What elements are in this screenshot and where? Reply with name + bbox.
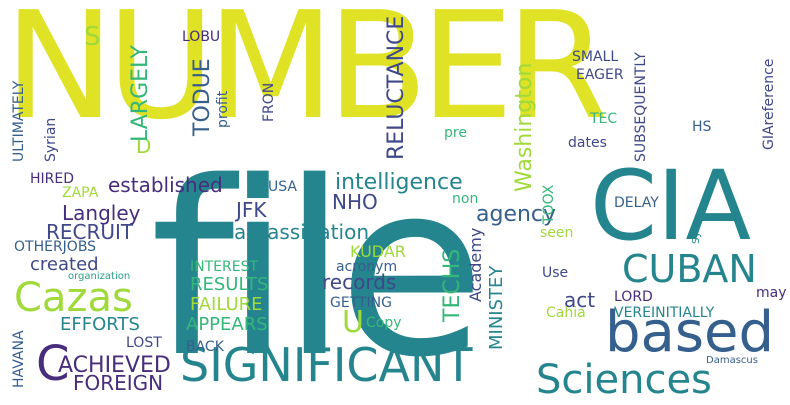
cloud-word: SMALL xyxy=(572,49,619,65)
cloud-word: Damascus xyxy=(706,355,758,366)
cloud-word: USA xyxy=(268,179,297,195)
cloud-word: intelligence xyxy=(335,170,463,195)
cloud-word: pre xyxy=(444,125,467,141)
cloud-word: APPEARS xyxy=(186,314,268,335)
cloud-word: FRON xyxy=(261,82,277,122)
cloud-word: BACK xyxy=(186,339,224,355)
cloud-word: records xyxy=(322,270,397,294)
cloud-word: VEREINITIALLY xyxy=(614,305,715,321)
cloud-word: Langley xyxy=(62,201,141,225)
cloud-word: LARGELY xyxy=(128,45,153,142)
cloud-word: acronym xyxy=(336,259,398,275)
cloud-word: Sciences xyxy=(536,357,712,403)
cloud-word: Cahia xyxy=(546,305,586,321)
cloud-word: S xyxy=(84,22,101,52)
cloud-word: TEC xyxy=(590,111,618,127)
cloud-word: EFFORTS xyxy=(60,314,140,335)
cloud-word: TOOX xyxy=(541,184,557,224)
cloud-word: MINISTEY xyxy=(486,265,507,350)
cloud-word: TECHS xyxy=(440,248,465,322)
cloud-word: profit xyxy=(215,90,231,128)
cloud-word: Syria xyxy=(691,218,702,244)
cloud-word: dates xyxy=(568,135,607,151)
cloud-word: NHO xyxy=(332,190,378,214)
cloud-word: U xyxy=(342,305,364,340)
cloud-word: CIA xyxy=(590,150,752,262)
cloud-word: act xyxy=(564,288,596,312)
cloud-word: KUDAR xyxy=(350,242,406,261)
cloud-word: DELAY xyxy=(614,195,659,211)
cloud-word: ZAPA xyxy=(62,185,99,201)
cloud-word: seen xyxy=(540,225,574,241)
cloud-word: TODUE xyxy=(190,58,215,136)
cloud-word: may xyxy=(756,285,787,301)
cloud-word: assassination xyxy=(234,220,369,244)
cloud-word: Washington xyxy=(512,62,537,192)
cloud-word: FOREIGN xyxy=(73,371,164,395)
cloud-word: Syrian xyxy=(43,117,59,162)
cloud-word: organization xyxy=(68,271,131,282)
cloud-word: Academy xyxy=(466,227,485,302)
cloud-word: LOBU xyxy=(182,29,221,45)
cloud-word: SUBSEQUENTLY xyxy=(633,52,649,162)
cloud-word: HAVANA xyxy=(11,330,27,388)
cloud-word: agency xyxy=(476,202,557,227)
cloud-word: file xyxy=(150,130,486,405)
cloud-word: established xyxy=(108,173,223,197)
cloud-word: C xyxy=(36,336,70,392)
cloud-word: GETTING xyxy=(330,295,393,311)
cloud-word: JFK xyxy=(236,198,267,222)
cloud-word: RELUCTANCE xyxy=(384,15,409,160)
cloud-word: ACHIEVED xyxy=(58,353,171,378)
cloud-word: based xyxy=(605,300,775,365)
cloud-word: LORD xyxy=(614,289,653,305)
cloud-word: created xyxy=(30,254,99,275)
cloud-word: EAGER xyxy=(576,67,624,83)
cloud-word: HS xyxy=(692,119,712,135)
cloud-word: OTHERJOBS xyxy=(14,239,97,255)
cloud-word: NUMBER xyxy=(4,0,609,152)
cloud-word: FAILURE xyxy=(190,294,263,315)
cloud-word: LOST xyxy=(126,335,162,351)
cloud-word: RESULTS xyxy=(190,274,269,295)
cloud-word: CUBAN xyxy=(622,247,757,291)
cloud-word: GIAreference xyxy=(761,58,777,150)
cloud-word: ULTIMATELY xyxy=(11,80,27,162)
cloud-word: Copy xyxy=(366,315,402,331)
cloud-word: Cazas xyxy=(14,275,133,321)
cloud-word: SIGNIFICANT xyxy=(180,338,473,392)
cloud-word: Use xyxy=(542,265,569,281)
cloud-word: RECRUIT xyxy=(46,220,134,244)
cloud-word: D xyxy=(136,134,152,158)
cloud-word: HIRED xyxy=(30,171,75,187)
cloud-word: INTEREST xyxy=(190,259,259,275)
cloud-word: non xyxy=(452,191,479,207)
